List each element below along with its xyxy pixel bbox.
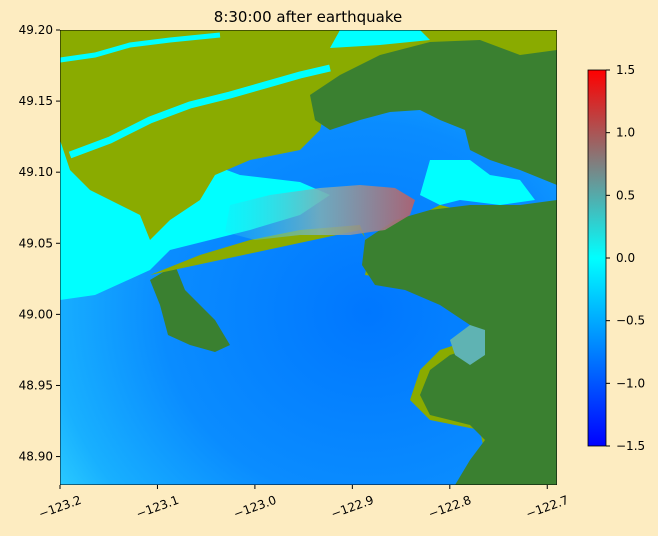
colorbar: −1.5 −1.0 −0.5 0.0 0.5 1.0 1.5 (587, 63, 645, 453)
x-tick-label: −122.7 (524, 493, 571, 521)
colorbar-tick-label: 0.0 (616, 251, 635, 265)
wave-pocket (450, 325, 485, 365)
wave-plume (225, 185, 415, 240)
colorbar-tick-label: −1.0 (616, 376, 645, 390)
y-tick-label: 49.20 (19, 23, 53, 37)
flooded-valley (420, 160, 535, 205)
y-tick-label: 49.05 (19, 236, 53, 250)
y-tick-label: 48.90 (19, 450, 53, 464)
upland-south (362, 200, 557, 485)
colorbar-tick-label: 0.5 (616, 188, 635, 202)
colorbar-ticks: −1.5 −1.0 −0.5 0.0 0.5 1.0 1.5 (606, 63, 645, 453)
x-axis: −123.2 −123.1 −123.0 −122.9 −122.8 −122.7 (37, 485, 571, 521)
upland-point-roberts (150, 265, 230, 352)
map-raster (60, 30, 557, 485)
x-tick-label: −123.0 (232, 493, 279, 521)
x-tick-label: −123.2 (37, 493, 84, 521)
colorbar-tick-label: 1.5 (616, 63, 635, 77)
flooded-north (330, 30, 430, 48)
chart-title: 8:30:00 after earthquake (214, 8, 402, 26)
colorbar-tick-label: −1.5 (616, 439, 645, 453)
y-tick-label: 48.95 (19, 378, 53, 392)
y-tick-label: 49.10 (19, 165, 53, 179)
y-axis: 48.90 48.95 49.00 49.05 49.10 49.15 49.20 (19, 23, 60, 464)
colorbar-scale (587, 69, 607, 447)
y-tick-label: 49.00 (19, 307, 53, 321)
colorbar-tick-label: 1.0 (616, 126, 635, 140)
river-branch (60, 32, 221, 63)
x-tick-label: −122.9 (329, 493, 376, 521)
river-channel (68, 64, 331, 159)
x-tick-label: −122.8 (427, 493, 474, 521)
x-tick-label: −123.1 (134, 493, 181, 521)
upland-north (310, 40, 557, 185)
y-tick-label: 49.15 (19, 94, 53, 108)
colorbar-tick-label: −0.5 (616, 314, 645, 328)
